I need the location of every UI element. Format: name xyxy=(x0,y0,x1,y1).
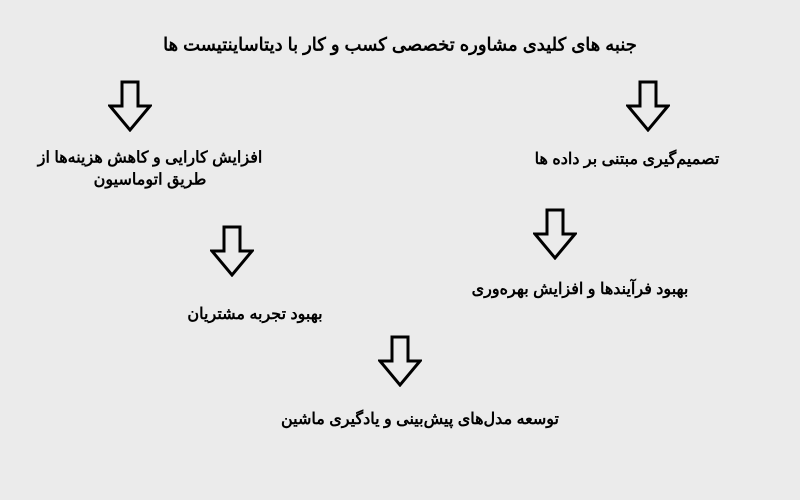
diagram-node: تصمیم‌گیری مبتنی بر داده ها xyxy=(497,149,757,171)
down-arrow-icon xyxy=(533,208,577,260)
down-arrow-icon xyxy=(626,80,670,132)
down-arrow-icon xyxy=(108,80,152,132)
down-arrow-icon xyxy=(210,225,254,277)
diagram-node: توسعه مدل‌های پیش‌بینی و یادگیری ماشین xyxy=(250,409,590,431)
diagram-node: بهبود تجربه مشتریان xyxy=(135,304,375,326)
diagram-title: جنبه های کلیدی مشاوره تخصصی کسب و کار با… xyxy=(163,35,637,56)
down-arrow-icon xyxy=(378,335,422,387)
diagram-node: افزایش کارایی و کاهش هزینه‌ها از طریق ات… xyxy=(20,148,280,193)
diagram-node: بهبود فرآیندها و افزایش بهره‌وری xyxy=(440,279,720,301)
